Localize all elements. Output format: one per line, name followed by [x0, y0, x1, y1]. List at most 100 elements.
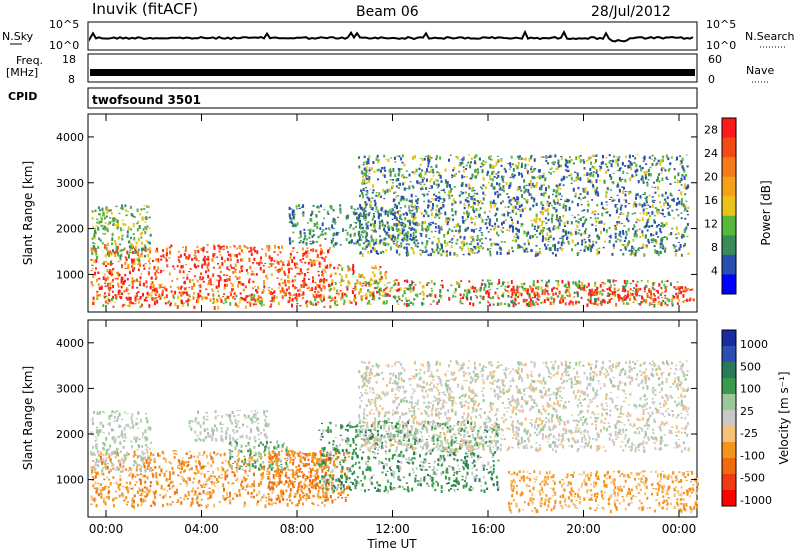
backscatter-cell: [188, 271, 191, 273]
backscatter-cell: [676, 281, 679, 283]
backscatter-cell: [325, 279, 328, 282]
backscatter-cell: [365, 239, 368, 242]
freq-trace: [90, 69, 695, 76]
backscatter-cell: [120, 470, 123, 473]
backscatter-cell: [503, 167, 506, 171]
backscatter-cell: [427, 214, 430, 218]
backscatter-cell: [575, 176, 578, 179]
backscatter-cell: [389, 246, 392, 251]
backscatter-cell: [177, 286, 180, 290]
backscatter-cell: [579, 249, 582, 251]
backscatter-cell: [520, 246, 523, 248]
backscatter-cell: [111, 237, 114, 241]
backscatter-cell: [568, 160, 571, 164]
backscatter-cell: [138, 280, 141, 285]
backscatter-cell: [378, 220, 381, 225]
backscatter-cell: [394, 239, 397, 241]
backscatter-cell: [532, 204, 535, 208]
backscatter-cell: [388, 188, 391, 193]
backscatter-cell: [144, 263, 147, 265]
backscatter-cell: [473, 247, 476, 248]
backscatter-cell: [305, 242, 308, 246]
backscatter-cell: [195, 498, 198, 501]
backscatter-cell: [602, 246, 605, 249]
backscatter-cell: [397, 303, 400, 305]
backscatter-cell: [161, 472, 164, 474]
backscatter-cell: [513, 235, 516, 239]
backscatter-cell: [541, 232, 544, 235]
backscatter-cell: [568, 156, 571, 159]
backscatter-cell: [591, 154, 594, 157]
backscatter-cell: [277, 261, 280, 265]
backscatter-cell: [494, 243, 497, 246]
backscatter-cell: [524, 298, 527, 303]
backscatter-cell: [536, 176, 539, 179]
backscatter-cell: [335, 292, 338, 295]
backscatter-cell: [185, 291, 188, 294]
backscatter-cell: [535, 236, 538, 239]
backscatter-cell: [470, 206, 472, 208]
backscatter-cell: [131, 498, 134, 503]
backscatter-cell: [560, 155, 563, 158]
backscatter-cell: [383, 154, 386, 158]
backscatter-cell: [108, 253, 111, 257]
backscatter-cell: [649, 205, 652, 208]
backscatter-cell: [624, 191, 627, 193]
backscatter-cell: [168, 246, 171, 249]
backscatter-cell: [477, 250, 480, 253]
backscatter-cell: [667, 157, 670, 158]
backscatter-cell: [631, 174, 634, 178]
backscatter-cell: [154, 278, 157, 280]
backscatter-cell: [205, 296, 208, 300]
backscatter-cell: [195, 466, 198, 471]
backscatter-cell: [657, 186, 660, 190]
backscatter-cell: [111, 272, 114, 275]
backscatter-cell: [574, 195, 577, 198]
backscatter-cell: [680, 286, 682, 289]
backscatter-cell: [424, 220, 427, 225]
backscatter-cell: [527, 231, 530, 235]
backscatter-cell: [684, 205, 687, 209]
backscatter-cell: [138, 225, 141, 229]
backscatter-cell: [316, 303, 319, 306]
backscatter-cell: [226, 278, 229, 282]
backscatter-cell: [489, 200, 492, 203]
backscatter-cell: [642, 193, 645, 195]
backscatter-cell: [434, 294, 437, 298]
backscatter-cell: [411, 214, 414, 218]
backscatter-cell: [685, 174, 688, 177]
backscatter-cell: [524, 207, 527, 210]
backscatter-cell: [646, 181, 649, 184]
backscatter-cell: [384, 190, 387, 195]
backscatter-cell: [180, 285, 183, 289]
backscatter-cell: [126, 230, 129, 234]
backscatter-cell: [220, 466, 223, 469]
backscatter-cell: [503, 302, 506, 305]
backscatter-cell: [352, 211, 355, 215]
backscatter-cell: [478, 301, 481, 304]
backscatter-cell: [559, 216, 561, 220]
backscatter-cell: [521, 194, 524, 198]
backscatter-cell: [447, 194, 450, 196]
backscatter-cell: [546, 161, 549, 164]
backscatter-cell: [545, 290, 548, 292]
backscatter-cell: [421, 188, 424, 190]
backscatter-cell: [630, 162, 633, 166]
backscatter-cell: [516, 201, 519, 205]
backscatter-cell: [388, 228, 390, 231]
backscatter-cell: [593, 213, 596, 216]
backscatter-cell: [202, 490, 205, 494]
backscatter-cell: [478, 245, 481, 250]
backscatter-cell: [207, 497, 210, 500]
backscatter-cell: [516, 285, 519, 288]
backscatter-cell: [100, 216, 103, 219]
backscatter-cell: [625, 296, 628, 300]
backscatter-cell: [311, 235, 314, 238]
backscatter-cell: [234, 263, 237, 267]
backscatter-cell: [591, 210, 594, 214]
backscatter-cell: [359, 281, 362, 286]
backscatter-cell: [496, 231, 498, 235]
backscatter-cell: [408, 299, 411, 302]
power-colorbar-tick: 8: [711, 241, 718, 254]
backscatter-cell: [362, 217, 365, 220]
